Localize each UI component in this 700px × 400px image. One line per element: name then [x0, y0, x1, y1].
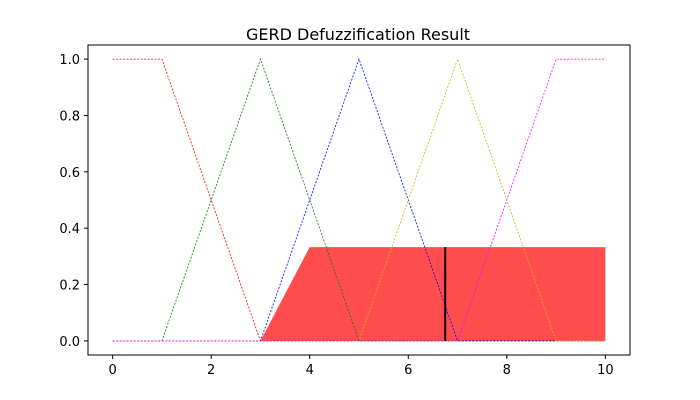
y-tick-label: 0.6 — [59, 166, 80, 181]
y-tick-label: 1.0 — [59, 53, 80, 68]
x-tick-label: 4 — [306, 363, 314, 378]
series-line-4 — [112, 58, 606, 342]
x-tick-label: 8 — [503, 363, 511, 378]
x-tick-label: 6 — [404, 363, 412, 378]
plot-frame — [87, 44, 631, 356]
x-tick-label: 0 — [108, 363, 116, 378]
y-tick-label: 0.4 — [59, 222, 80, 237]
y-tick-label: 0.8 — [59, 109, 80, 124]
y-tick-label: 0.2 — [59, 279, 80, 294]
series-line-0 — [112, 58, 606, 342]
x-tick-label: 10 — [597, 363, 614, 378]
aggregated-area — [260, 247, 606, 341]
x-tick-label: 2 — [207, 363, 215, 378]
y-tick-label: 0.0 — [59, 335, 80, 350]
chart-title: GERD Defuzzification Result — [246, 25, 470, 44]
